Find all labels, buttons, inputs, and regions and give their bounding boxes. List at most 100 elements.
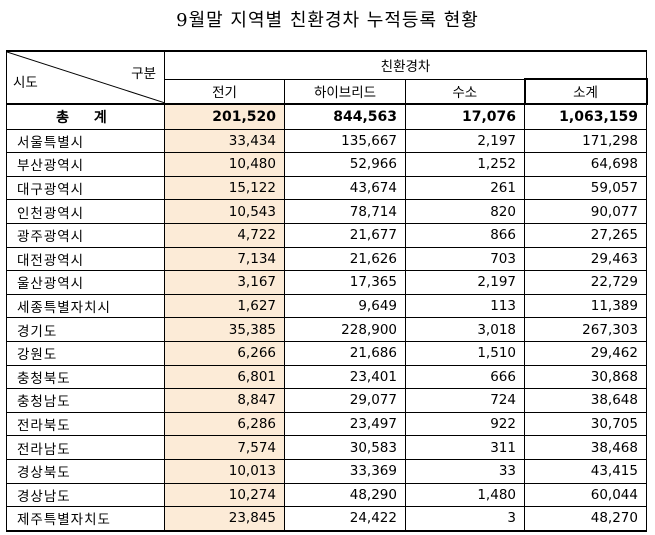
cell-hybrid: 228,900 — [284, 317, 406, 342]
cell-subtotal: 43,415 — [524, 458, 647, 484]
cell-subtotal: 11,389 — [524, 293, 647, 319]
table-row: 광주광역시 4,722 21,677 866 27,265 — [6, 222, 647, 248]
region-name: 전라남도 — [6, 435, 165, 460]
cell-electric: 6,266 — [164, 340, 285, 366]
cell-hydrogen: 3,018 — [405, 317, 525, 342]
cell-hybrid: 43,674 — [284, 175, 406, 201]
total-subtotal: 1,063,159 — [524, 102, 647, 130]
cell-hybrid: 21,626 — [284, 246, 406, 272]
cell-electric: 7,134 — [164, 246, 285, 272]
table-row: 경상북도 10,013 33,369 33 43,415 — [6, 458, 647, 484]
table-row: 대전광역시 7,134 21,626 703 29,463 — [6, 246, 647, 272]
cell-hybrid: 23,401 — [284, 364, 406, 390]
cell-hybrid: 30,583 — [284, 435, 406, 460]
cell-electric: 8,847 — [164, 388, 285, 413]
cell-electric: 23,845 — [164, 506, 285, 532]
cell-hydrogen: 261 — [405, 175, 525, 201]
column-group-label: 구분 — [131, 66, 156, 82]
table-row: 충청남도 8,847 29,077 724 38,648 — [6, 388, 647, 413]
region-name: 경상남도 — [6, 482, 165, 508]
cell-hybrid: 135,667 — [284, 128, 406, 154]
region-name: 강원도 — [6, 340, 165, 366]
category-header: 친환경차 — [164, 50, 647, 80]
cell-hydrogen: 33 — [405, 458, 525, 484]
column-header-hybrid: 하이브리드 — [284, 78, 406, 105]
region-name: 충청남도 — [6, 388, 165, 413]
cell-hybrid: 9,649 — [284, 293, 406, 319]
row-group-label: 시도 — [13, 74, 38, 91]
table-row: 울산광역시 3,167 17,365 2,197 22,729 — [6, 270, 647, 295]
column-header-electric: 전기 — [164, 78, 285, 105]
cell-hydrogen: 113 — [405, 293, 525, 319]
region-name: 대전광역시 — [6, 246, 165, 272]
region-name: 서울특별시 — [6, 128, 165, 154]
cell-hybrid: 21,686 — [284, 340, 406, 366]
cell-electric: 4,722 — [164, 222, 285, 248]
cell-electric: 10,543 — [164, 199, 285, 224]
registration-table: 구분 시도 친환경차 전기 하이브리드 수소 소계 총 계 201,520 84… — [6, 50, 648, 532]
cell-subtotal: 30,705 — [524, 411, 647, 437]
cell-hydrogen: 2,197 — [405, 128, 525, 154]
cell-hybrid: 52,966 — [284, 152, 406, 177]
cell-hydrogen: 311 — [405, 435, 525, 460]
table-row: 강원도 6,266 21,686 1,510 29,462 — [6, 340, 647, 366]
cell-hydrogen: 866 — [405, 222, 525, 248]
region-name: 전라북도 — [6, 411, 165, 437]
cell-subtotal: 267,303 — [524, 317, 647, 342]
cell-hybrid: 78,714 — [284, 199, 406, 224]
cell-electric: 1,627 — [164, 293, 285, 319]
cell-electric: 7,574 — [164, 435, 285, 460]
cell-hydrogen: 3 — [405, 506, 525, 532]
cell-subtotal: 171,298 — [524, 128, 647, 154]
cell-hybrid: 23,497 — [284, 411, 406, 437]
total-label: 총 계 — [6, 102, 165, 130]
cell-hybrid: 21,677 — [284, 222, 406, 248]
cell-electric: 3,167 — [164, 270, 285, 295]
cell-hydrogen: 1,480 — [405, 482, 525, 508]
table-row: 세종특별자치시 1,627 9,649 113 11,389 — [6, 293, 647, 319]
column-header-hydrogen: 수소 — [405, 78, 525, 105]
region-name: 경기도 — [6, 317, 165, 342]
cell-hydrogen: 922 — [405, 411, 525, 437]
cell-subtotal: 29,463 — [524, 246, 647, 272]
table-row: 대구광역시 15,122 43,674 261 59,057 — [6, 175, 647, 201]
diagonal-header-cell: 구분 시도 — [6, 50, 165, 105]
diagonal-line — [7, 52, 164, 103]
region-name: 부산광역시 — [6, 152, 165, 177]
cell-subtotal: 64,698 — [524, 152, 647, 177]
table-row: 충청북도 6,801 23,401 666 30,868 — [6, 364, 647, 390]
cell-hydrogen: 1,510 — [405, 340, 525, 366]
cell-hydrogen: 2,197 — [405, 270, 525, 295]
region-name: 세종특별자치시 — [6, 293, 165, 319]
region-name: 울산광역시 — [6, 270, 165, 295]
region-name: 인천광역시 — [6, 199, 165, 224]
cell-subtotal: 29,462 — [524, 340, 647, 366]
table-row: 서울특별시 33,434 135,667 2,197 171,298 — [6, 128, 647, 154]
cell-subtotal: 48,270 — [524, 506, 647, 532]
cell-subtotal: 22,729 — [524, 270, 647, 295]
page-title: 9월말 지역별 친환경차 누적등록 현황 — [176, 10, 479, 31]
cell-hybrid: 33,369 — [284, 458, 406, 484]
cell-subtotal: 38,468 — [524, 435, 647, 460]
cell-subtotal: 59,057 — [524, 175, 647, 201]
total-hybrid: 844,563 — [284, 102, 406, 130]
region-name: 제주특별자치도 — [6, 506, 165, 532]
table-row: 경상남도 10,274 48,290 1,480 60,044 — [6, 482, 647, 508]
cell-subtotal: 27,265 — [524, 222, 647, 248]
cell-hydrogen: 1,252 — [405, 152, 525, 177]
table-row: 부산광역시 10,480 52,966 1,252 64,698 — [6, 152, 647, 177]
region-name: 광주광역시 — [6, 222, 165, 248]
cell-electric: 6,801 — [164, 364, 285, 390]
cell-hybrid: 48,290 — [284, 482, 406, 508]
table-row: 제주특별자치도 23,845 24,422 3 48,270 — [6, 506, 647, 532]
cell-hydrogen: 820 — [405, 199, 525, 224]
cell-electric: 10,480 — [164, 152, 285, 177]
cell-hybrid: 29,077 — [284, 388, 406, 413]
cell-subtotal: 60,044 — [524, 482, 647, 508]
table-row: 경기도 35,385 228,900 3,018 267,303 — [6, 317, 647, 342]
cell-hydrogen: 666 — [405, 364, 525, 390]
cell-hydrogen: 703 — [405, 246, 525, 272]
cell-electric: 15,122 — [164, 175, 285, 201]
cell-electric: 33,434 — [164, 128, 285, 154]
region-name: 경상북도 — [6, 458, 165, 484]
